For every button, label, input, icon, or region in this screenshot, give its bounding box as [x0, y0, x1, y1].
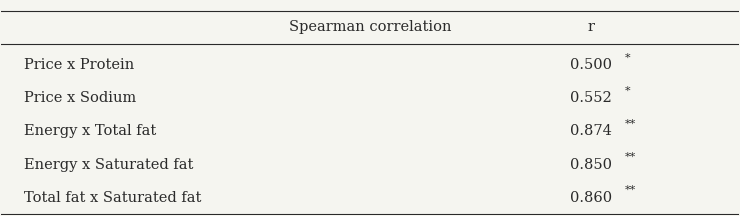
Text: r: r	[588, 20, 595, 34]
Text: 0.860: 0.860	[570, 191, 612, 205]
Text: 0.500: 0.500	[570, 58, 612, 72]
Text: 0.874: 0.874	[571, 124, 612, 138]
Text: *: *	[625, 53, 630, 63]
Text: 0.850: 0.850	[570, 157, 612, 172]
Text: Spearman correlation: Spearman correlation	[289, 20, 451, 34]
Text: 0.552: 0.552	[571, 91, 612, 105]
Text: Price x Sodium: Price x Sodium	[24, 91, 135, 105]
Text: **: **	[625, 119, 636, 129]
Text: Energy x Saturated fat: Energy x Saturated fat	[24, 157, 193, 172]
Text: Price x Protein: Price x Protein	[24, 58, 134, 72]
Text: Energy x Total fat: Energy x Total fat	[24, 124, 155, 138]
Text: **: **	[625, 152, 636, 162]
Text: **: **	[625, 185, 636, 195]
Text: *: *	[625, 86, 630, 96]
Text: Total fat x Saturated fat: Total fat x Saturated fat	[24, 191, 201, 205]
